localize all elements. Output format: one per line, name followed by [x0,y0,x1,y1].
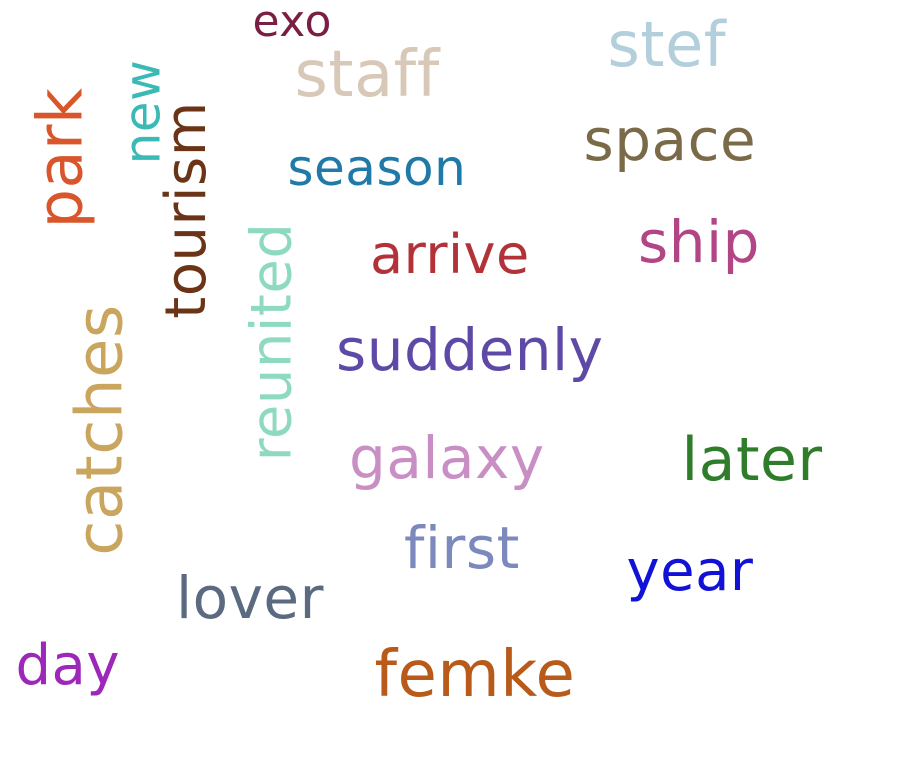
word-catches: catches [63,304,138,556]
word-arrive: arrive [370,223,530,286]
word-park: park [22,87,96,229]
word-reunited: reunited [238,222,304,462]
word-suddenly: suddenly [336,316,604,384]
word-tourism: tourism [153,101,219,319]
word-year: year [626,539,754,604]
word-lover: lover [176,564,324,632]
word-later: later [681,425,823,495]
word-ship: ship [638,208,760,276]
word-galaxy: galaxy [349,424,545,492]
word-femke: femke [374,638,576,712]
word-day: day [15,633,121,698]
word-first: first [404,514,520,582]
word-exo: exo [252,0,332,47]
word-season: season [287,139,467,197]
word-staff: staff [294,38,440,112]
word-stef: stef [607,8,727,81]
word-space: space [583,106,757,174]
